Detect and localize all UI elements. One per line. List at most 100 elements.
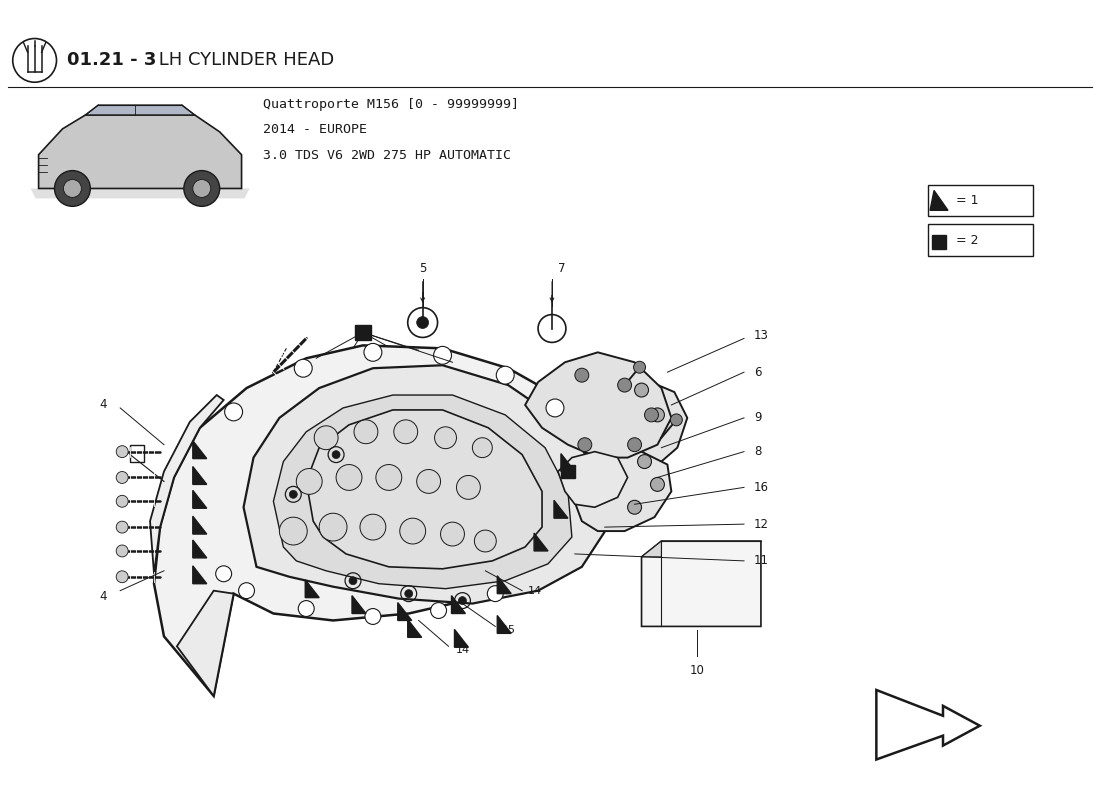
Circle shape	[289, 490, 297, 498]
Circle shape	[487, 586, 503, 602]
Polygon shape	[398, 602, 411, 621]
Polygon shape	[931, 190, 948, 210]
Circle shape	[634, 362, 646, 373]
Polygon shape	[31, 189, 250, 198]
Text: Quattroporte M156 [0 - 99999999]: Quattroporte M156 [0 - 99999999]	[264, 98, 519, 110]
Polygon shape	[641, 541, 661, 557]
Polygon shape	[525, 352, 671, 458]
Text: 13: 13	[754, 329, 769, 342]
Circle shape	[434, 427, 456, 449]
Text: 3.0 TDS V6 2WD 275 HP AUTOMATIC: 3.0 TDS V6 2WD 275 HP AUTOMATIC	[264, 150, 512, 162]
Polygon shape	[582, 378, 688, 478]
Circle shape	[295, 359, 312, 377]
Circle shape	[337, 465, 362, 490]
Circle shape	[430, 602, 447, 618]
Circle shape	[192, 179, 211, 198]
Polygon shape	[192, 490, 207, 508]
Circle shape	[456, 475, 481, 499]
Circle shape	[628, 500, 641, 514]
Text: 16: 16	[754, 481, 769, 494]
Circle shape	[670, 414, 682, 426]
Polygon shape	[454, 630, 469, 647]
Text: = 2: = 2	[956, 234, 978, 246]
Circle shape	[399, 518, 426, 544]
Polygon shape	[192, 516, 207, 534]
Circle shape	[239, 582, 254, 598]
Circle shape	[365, 609, 381, 625]
Text: 11: 11	[754, 554, 769, 567]
Circle shape	[650, 408, 664, 422]
Polygon shape	[408, 619, 421, 638]
Circle shape	[618, 378, 631, 392]
Circle shape	[408, 308, 438, 338]
FancyBboxPatch shape	[928, 185, 1033, 216]
Polygon shape	[243, 366, 607, 603]
Text: 01.21 - 3: 01.21 - 3	[67, 51, 157, 70]
Polygon shape	[305, 580, 319, 598]
Circle shape	[117, 471, 128, 483]
Text: 6: 6	[754, 366, 761, 378]
Circle shape	[578, 438, 592, 452]
Circle shape	[546, 399, 564, 417]
Circle shape	[117, 495, 128, 507]
Circle shape	[298, 601, 315, 617]
Circle shape	[635, 383, 649, 397]
Text: 15: 15	[503, 626, 516, 635]
Text: 10: 10	[690, 664, 705, 677]
Text: = 1: = 1	[956, 194, 978, 207]
Text: 2014 - EUROPE: 2014 - EUROPE	[264, 123, 367, 136]
Circle shape	[628, 438, 641, 452]
Text: 14: 14	[528, 586, 542, 596]
Circle shape	[332, 450, 340, 458]
Circle shape	[474, 530, 496, 552]
Circle shape	[319, 514, 346, 541]
Circle shape	[117, 446, 128, 458]
Polygon shape	[274, 395, 572, 589]
Circle shape	[216, 566, 232, 582]
Circle shape	[354, 420, 378, 444]
Text: LH CYLINDER HEAD: LH CYLINDER HEAD	[153, 51, 333, 70]
Circle shape	[296, 469, 322, 494]
Polygon shape	[641, 541, 761, 626]
Circle shape	[417, 317, 429, 329]
Polygon shape	[192, 566, 207, 584]
Polygon shape	[877, 690, 980, 759]
Circle shape	[349, 577, 358, 585]
Polygon shape	[192, 441, 207, 458]
Circle shape	[433, 346, 451, 364]
FancyBboxPatch shape	[355, 325, 371, 341]
Polygon shape	[497, 615, 512, 634]
Circle shape	[117, 571, 128, 582]
Polygon shape	[192, 466, 207, 485]
Circle shape	[417, 470, 441, 494]
Circle shape	[538, 314, 565, 342]
Circle shape	[360, 514, 386, 540]
Polygon shape	[192, 540, 207, 558]
Circle shape	[224, 403, 243, 421]
Polygon shape	[558, 452, 628, 507]
Circle shape	[638, 454, 651, 469]
Circle shape	[496, 366, 514, 384]
FancyBboxPatch shape	[928, 224, 1033, 256]
Polygon shape	[554, 500, 568, 518]
Polygon shape	[497, 576, 512, 594]
Text: 4: 4	[100, 398, 107, 411]
Text: 4: 4	[100, 590, 107, 603]
Circle shape	[645, 408, 659, 422]
Text: 7: 7	[558, 262, 565, 275]
Polygon shape	[306, 410, 542, 569]
Text: 5: 5	[419, 262, 427, 275]
Circle shape	[405, 590, 412, 598]
FancyBboxPatch shape	[561, 465, 575, 478]
Polygon shape	[177, 590, 233, 696]
Circle shape	[441, 522, 464, 546]
Circle shape	[184, 170, 220, 206]
Text: 8: 8	[754, 445, 761, 458]
Text: 9: 9	[754, 411, 761, 424]
Circle shape	[394, 420, 418, 444]
Text: 12: 12	[754, 518, 769, 530]
Polygon shape	[130, 445, 144, 462]
Circle shape	[55, 170, 90, 206]
Polygon shape	[39, 115, 242, 189]
Text: 14: 14	[455, 646, 470, 655]
